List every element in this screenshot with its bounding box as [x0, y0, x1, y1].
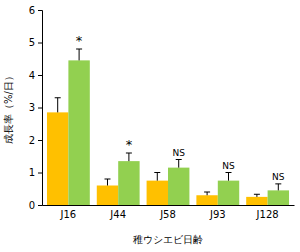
y-tick: 0	[29, 200, 42, 211]
error-bar-stem	[57, 98, 58, 113]
x-tick: J93	[209, 209, 226, 220]
error-bar-cap	[126, 153, 132, 154]
error-bar-stem	[157, 173, 158, 181]
y-tick-mark	[38, 173, 42, 174]
error-bar-stem	[107, 179, 108, 186]
annotation: *	[76, 33, 83, 48]
bar	[68, 60, 89, 205]
error-bar-stem	[228, 173, 229, 181]
x-tick-label: J128	[256, 209, 279, 220]
y-tick-mark	[38, 205, 42, 206]
error-bar	[275, 184, 281, 191]
x-tick: J128	[256, 209, 279, 220]
bar	[118, 161, 139, 205]
y-tick-label: 3	[29, 102, 35, 113]
error-bar-cap	[176, 159, 182, 160]
error-bar-cap	[104, 179, 110, 180]
error-bar-cap	[55, 97, 61, 98]
error-bar-cap	[76, 49, 82, 50]
y-tick-label: 1	[29, 167, 35, 178]
x-axis: J16 J44 J58 J93 J128	[43, 206, 295, 221]
y-tick-mark	[38, 108, 42, 109]
x-tick-label: J16	[60, 209, 77, 220]
error-bar	[226, 173, 232, 181]
y-axis-title: 成長率（%/日）	[3, 71, 14, 144]
y-axis: 0 1 2 3 4 5 6	[29, 5, 43, 211]
bar	[196, 195, 217, 205]
x-tick-label: J93	[209, 209, 226, 220]
plot: * * NS NS NS 0 1 2 3 4 5 6 J16 J44 J58 J93 J128	[29, 5, 295, 220]
bars	[47, 49, 289, 205]
y-tick-label: 6	[29, 5, 35, 16]
y-tick: 2	[29, 135, 42, 146]
y-tick: 4	[29, 70, 42, 81]
annotation: *	[126, 137, 133, 152]
x-axis-line	[43, 205, 295, 206]
annotation: NS	[172, 148, 185, 158]
error-bar-cap	[275, 183, 281, 184]
error-bar	[154, 173, 160, 181]
bar	[168, 168, 189, 205]
error-bar	[176, 160, 182, 168]
bar	[97, 186, 118, 206]
bar	[147, 181, 168, 205]
y-tick-mark	[38, 140, 42, 141]
error-bar	[55, 98, 61, 113]
y-axis-line	[38, 11, 43, 206]
x-axis-title: 稚ウシエビ日齢	[133, 234, 203, 245]
error-bar-stem	[178, 160, 179, 168]
y-tick: 1	[29, 167, 42, 178]
annotation: NS	[272, 172, 285, 182]
chart: * * NS NS NS 0 1 2 3 4 5 6 J16 J44 J58 J93 J128 稚ウシエビ日齢 成長…	[0, 0, 300, 252]
y-tick-label: 5	[29, 37, 35, 48]
annotation: NS	[222, 161, 235, 171]
bar	[47, 112, 68, 205]
error-bar-stem	[128, 153, 129, 161]
bar	[246, 197, 267, 205]
y-tick: 3	[29, 102, 42, 113]
x-tick-label: J44	[109, 209, 126, 220]
error-bar-stem	[79, 49, 80, 60]
y-tick: 5	[29, 37, 42, 48]
x-tick: J16	[60, 209, 77, 220]
error-bar-cap	[154, 172, 160, 173]
error-bar-cap	[204, 192, 210, 193]
error-bar-cap	[254, 194, 260, 195]
error-bar	[76, 49, 82, 60]
error-bar	[126, 153, 132, 161]
x-tick: J58	[159, 209, 176, 220]
error-bar	[254, 194, 260, 197]
y-tick-mark	[38, 43, 42, 44]
error-bar	[104, 179, 110, 186]
x-tick: J44	[109, 209, 126, 220]
x-tick-label: J58	[159, 209, 176, 220]
bar	[268, 190, 289, 205]
y-tick-label: 2	[29, 135, 35, 146]
error-bar	[204, 192, 210, 195]
bar	[218, 181, 239, 205]
error-bar-stem	[278, 184, 279, 191]
y-tick-mark	[38, 10, 42, 11]
y-tick-label: 4	[29, 70, 35, 81]
y-tick: 6	[29, 5, 42, 16]
y-tick-label: 0	[29, 200, 35, 211]
y-tick-mark	[38, 75, 42, 76]
error-bar-cap	[226, 172, 232, 173]
